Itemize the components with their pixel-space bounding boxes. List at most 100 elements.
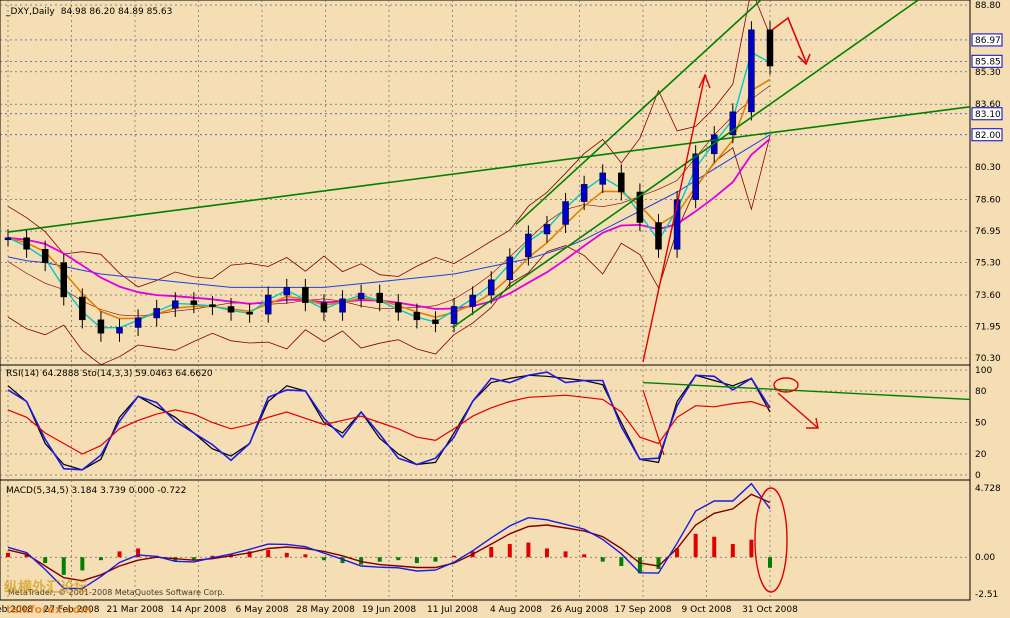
candle-body <box>413 311 421 321</box>
macd-histogram-bar <box>6 552 10 558</box>
bollinger-lower <box>7 135 771 366</box>
stoch-main-line <box>7 371 771 471</box>
macd-histogram-bar <box>173 557 178 562</box>
ma-magenta-line <box>7 138 771 310</box>
macd-histogram-bar <box>768 557 772 568</box>
price-tick-label: 83.60 <box>975 100 1001 110</box>
macd-histogram-bar <box>712 536 717 558</box>
rsi-tick-label: 50 <box>975 419 987 429</box>
trendline-long-support <box>7 132 771 233</box>
candle-body <box>320 302 328 313</box>
date-tick-label: 28 May 2008 <box>296 605 355 615</box>
price-tick-label: 83.10 <box>975 110 1001 120</box>
rsi-circle-annotation <box>773 377 799 393</box>
candle-body <box>134 317 142 328</box>
macd-histogram-bar <box>414 557 419 564</box>
macd-histogram-bar <box>452 555 457 558</box>
trendline-channel-upper <box>515 0 763 226</box>
annotation-arrowhead <box>797 53 811 66</box>
candle-body <box>636 191 644 223</box>
candle-body <box>190 300 198 305</box>
candle-body <box>153 308 160 319</box>
chart-title: _DXY,Daily 84.98 86.20 84.89 85.63 <box>5 7 172 17</box>
candle-body <box>692 153 699 200</box>
candle-body <box>487 279 495 296</box>
date-tick-label: 17 Sep 2008 <box>614 605 671 615</box>
macd-histogram-bar <box>136 548 141 558</box>
candle-body <box>655 222 662 250</box>
candle-body <box>116 327 123 334</box>
macd-histogram-bar <box>544 548 549 558</box>
date-tick-label: 26 Aug 2008 <box>551 605 609 615</box>
annotation-arrow-rsi <box>777 392 819 429</box>
candle-body <box>748 29 755 113</box>
macd-histogram-bar <box>675 548 680 558</box>
macd-histogram-bar <box>284 552 289 558</box>
price-tick-box <box>971 128 1003 142</box>
macd-histogram-bar <box>340 557 345 564</box>
macd-histogram-bar <box>582 554 587 558</box>
candle-body <box>264 294 272 315</box>
price-tick-box <box>971 107 1003 121</box>
rsi-tick-label: 80 <box>975 387 987 397</box>
macd-histogram-bar <box>303 554 308 558</box>
macd-histogram-bar <box>600 557 605 562</box>
candle-body <box>23 237 30 250</box>
macd-histogram-bar <box>24 554 29 558</box>
rsi-line <box>7 394 771 455</box>
macd-histogram-bar <box>489 546 494 558</box>
macd-panel <box>0 479 971 601</box>
price-tick-box <box>971 54 1003 68</box>
trendline-extension <box>769 0 919 105</box>
trendlines <box>7 0 971 329</box>
candle-body <box>469 294 476 307</box>
candle-body <box>4 237 12 241</box>
date-tick-label: 11 Jul 2008 <box>427 605 478 615</box>
macd-circle-annotation <box>754 487 788 593</box>
price-tick-label: 82.00 <box>975 131 1001 141</box>
rsi-tick-label: 0 <box>975 471 981 481</box>
price-tick-label: 73.60 <box>975 291 1001 301</box>
macd-histogram-bar <box>507 544 512 558</box>
candle-body <box>562 201 569 225</box>
macd-histogram-bar <box>210 555 215 558</box>
macd-histogram-bar <box>247 551 252 558</box>
macd-histogram-bar <box>693 533 698 558</box>
candle-body <box>60 262 68 298</box>
grid-lines <box>0 0 970 600</box>
macd-signal-line <box>7 493 771 582</box>
price-tick-box <box>971 33 1003 47</box>
date-tick-label: 4 Aug 2008 <box>490 605 542 615</box>
price-tick-label: 85.85 <box>975 57 1001 67</box>
candle-body <box>357 292 365 300</box>
macd-label: MACD(5,34,5) 3.184 3.739 0.000 -0.722 <box>6 486 186 496</box>
rsi-tick-label: 20 <box>975 450 987 460</box>
candle-body <box>172 300 179 309</box>
macd-histogram-bar <box>433 557 438 562</box>
candle-body <box>246 311 253 315</box>
annotation-arrow-up <box>642 74 706 363</box>
candle-body <box>97 319 105 334</box>
macd-histogram-bar <box>396 557 401 561</box>
candle-body <box>41 248 49 263</box>
candle-body <box>673 199 681 250</box>
macd-histogram-bar <box>98 557 103 561</box>
macd-histogram-bar <box>191 557 196 561</box>
date-tick-label: 19 Jun 2008 <box>362 605 416 615</box>
candle-body <box>543 224 551 235</box>
date-tick-label: 21 Mar 2008 <box>106 605 163 615</box>
macd-tick-label: -2.51 <box>975 590 998 600</box>
price-tick-label: 75.30 <box>975 259 1001 269</box>
candle-body <box>376 292 383 303</box>
candle-body <box>506 256 514 281</box>
macd-main-line <box>7 482 771 590</box>
annotation-arrowhead <box>698 73 711 89</box>
candle-body <box>766 29 774 67</box>
macd-histogram-bar <box>730 544 735 558</box>
date-tick-label: 14 Apr 2008 <box>171 605 227 615</box>
copyright-watermark: MetaTrader, © 2001-2008 MetaQuotes Softw… <box>8 588 225 597</box>
date-tick-label: 27 Feb 2008 <box>43 605 99 615</box>
macd-histogram-bar <box>117 551 122 558</box>
candle-body <box>618 172 625 193</box>
